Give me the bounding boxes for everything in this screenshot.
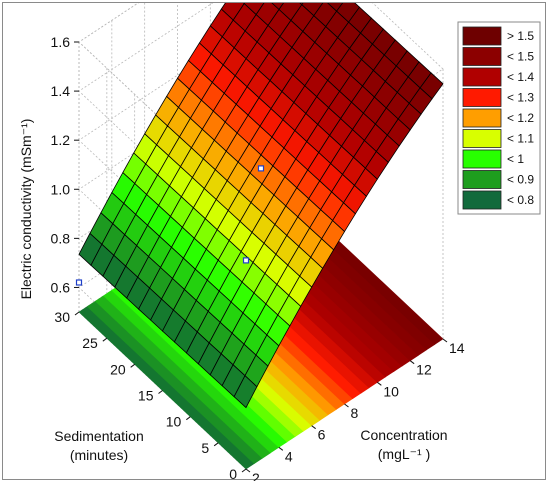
y-axis-label: Sedimentation: [54, 428, 144, 444]
x-tick-label: 8: [351, 405, 359, 421]
x-tick: [311, 425, 316, 430]
x-tick-label: 4: [285, 448, 293, 464]
x-tick-label: 14: [449, 340, 465, 356]
y-tick-label: 10: [166, 414, 182, 430]
data-point: [75, 279, 83, 286]
legend-swatch: [462, 170, 502, 189]
axis-ticks: 0.6 0.8 1.0 1.2 1.4 1.6 0 5 10 15 20 25 30 2 4 6 8 10 12 14: [51, 34, 465, 481]
legend-swatch: [462, 26, 502, 46]
legend: > 1.5 < 1.5 < 1.4 < 1.3 < 1.2 < 1.1 < 1 < 0.9 < …: [457, 21, 541, 215]
y-tick-label: 25: [82, 335, 98, 351]
x-tick-label: 12: [416, 362, 432, 378]
y-tick-label: 30: [54, 309, 70, 325]
y-tick: [158, 390, 163, 394]
x-tick: [245, 468, 251, 473]
x-tick: [409, 360, 415, 365]
chart-plot: 0.6 0.8 1.0 1.2 1.4 1.6 0 5 10 15 20 25 30 2 4 6 8 10 12 14…: [18, 3, 541, 481]
legend-swatch: [462, 67, 502, 87]
legend-label: < 0.8: [507, 193, 534, 207]
y-tick-label: 0: [229, 466, 237, 481]
y-tick: [74, 311, 80, 316]
x-tick: [344, 403, 349, 408]
x-tick: [377, 381, 382, 386]
x-tick-label: 6: [318, 427, 326, 443]
y-axis-label: (minutes): [70, 447, 128, 463]
y-tick-label: 20: [110, 361, 126, 377]
x-tick: [278, 446, 284, 451]
legend-swatch: [462, 108, 502, 128]
legend-swatch: [462, 47, 502, 66]
legend-swatch: [462, 149, 502, 169]
y-tick: [213, 442, 219, 447]
y-tick: [241, 468, 247, 473]
x-tick: [442, 338, 448, 343]
z-tick-label: 1.6: [51, 34, 71, 50]
data-point: [242, 257, 250, 264]
legend-swatch: [462, 129, 502, 148]
response-surface: [78, 3, 444, 409]
y-tick-label: 5: [201, 440, 209, 456]
surface-cell: [271, 3, 284, 11]
x-tick-label: 10: [383, 383, 399, 399]
legend-label: < 1: [507, 152, 524, 166]
legend-label: < 0.9: [507, 173, 534, 187]
y-tick: [102, 337, 108, 342]
legend-label: < 1.2: [507, 111, 534, 125]
legend-label: > 1.5: [507, 29, 534, 43]
axis-labels: Electric conductivity (mSm⁻¹) Sedimentati…: [18, 119, 448, 463]
z-axis-label: Electric conductivity (mSm⁻¹): [18, 119, 34, 300]
z-tick-label: 1.0: [51, 181, 71, 197]
box-edge: [245, 3, 444, 200]
y-tick-label: 15: [138, 388, 154, 404]
legend-label: < 1.5: [507, 50, 534, 64]
y-tick: [130, 363, 135, 368]
legend-label: < 1.4: [507, 70, 534, 84]
legend-swatch: [462, 88, 502, 107]
surface-cell: [233, 375, 258, 409]
legend-swatch: [462, 190, 502, 210]
x-tick-label: 2: [252, 470, 260, 481]
z-tick-label: 1.4: [51, 83, 71, 99]
observed-points: [75, 165, 265, 286]
x-axis-label: Concentration: [360, 427, 447, 443]
z-tick-label: 0.6: [51, 279, 71, 295]
data-point: [257, 165, 265, 172]
z-tick-label: 1.2: [51, 132, 71, 148]
y-tick: [186, 416, 191, 421]
x-axis-label: (mgL⁻¹ ): [378, 446, 431, 462]
legend-label: < 1.1: [507, 132, 534, 146]
legend-label: < 1.3: [507, 91, 534, 105]
z-tick-label: 0.8: [51, 230, 71, 246]
